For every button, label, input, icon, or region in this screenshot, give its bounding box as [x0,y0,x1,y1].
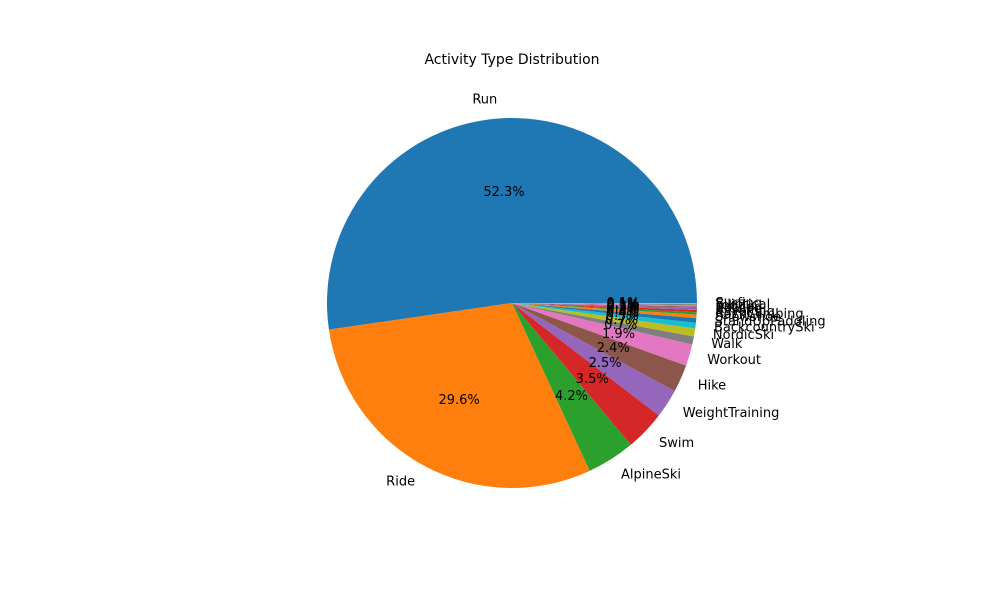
pie-slice-snowshoe [512,303,697,319]
slice-percent-label: 0.3% [606,304,639,319]
slice-label: Rowing [715,302,762,317]
pie-slice-workout [512,303,693,366]
pie-slice-kayaking [512,303,697,313]
pie-slice-run [327,118,697,330]
pie-slice-soccer [512,303,697,308]
slice-percent-label: 0.7% [605,313,638,328]
slice-percent-label: 0.1% [606,296,639,311]
slice-label: Elliptical [715,297,770,312]
pie-slice-walk [512,303,694,345]
pie-slice-backcountryski [512,303,696,329]
slice-label: Soccer [715,300,759,315]
slice-label: BackcountrySki [714,320,815,335]
pie-slice-elliptical [512,303,697,306]
pie-slice-standuppaddling [512,303,697,323]
pie-slice-ride [328,303,590,489]
slice-label: RockClimbing [715,307,803,322]
pie-slice-nordicski [512,303,696,337]
slice-percent-label: 0.4% [606,306,639,321]
slice-label: Workout [707,353,761,368]
pie-slice-surfing [512,303,697,305]
slice-percent-label: 52.3% [483,185,524,200]
slice-label: Swim [659,436,694,451]
pie-slice-rowing [512,303,697,310]
pie-slice-hike [512,303,687,392]
slice-percent-label: 0.1% [606,297,639,312]
pie-slice-swim [512,303,659,445]
slice-percent-label: 0.7% [604,318,637,333]
slice-percent-label: 2.4% [597,341,630,356]
slice-percent-label: 0.1% [606,298,639,313]
slice-label: Snowshoe [715,310,781,325]
slice-percent-label: 0.2% [606,302,639,317]
slice-label: Walk [711,337,743,352]
slice-label: WeightTraining [683,406,780,421]
slice-label: StandUpPaddling [715,315,826,330]
slice-label: Run [472,93,497,108]
chart-title: Activity Type Distribution [424,52,599,68]
pie-slice-rockclimbing [512,303,697,315]
slice-labels: Run Ride AlpineSki Swim WeightTraining Hike Wo… [386,93,825,490]
slice-percent-label: 0.2% [606,299,639,314]
slice-label: Ride [386,474,415,489]
slice-label: Kayaking [715,304,775,319]
slice-label: AlpineSki [621,467,681,482]
slice-label: Hike [698,379,726,394]
slice-percent-label: 4.2% [555,389,588,404]
pie-slices [327,118,697,489]
slice-percent-label: 0.5% [606,309,639,324]
slice-percent-label: 2.5% [589,356,622,371]
pie-slice-weighttraining [512,303,675,416]
slice-label: NordicSki [713,328,774,343]
pie-slice-alpineski [512,303,631,471]
slice-percent-label: 0.2% [606,300,639,315]
slice-percent-label: 3.5% [576,372,609,387]
slice-label: Surfing [715,296,762,311]
slice-percent-label: 29.6% [438,393,479,408]
percent-labels: 52.3%29.6% 4.2%3.5%2.5%2.4%1.9%0.7%0.7%0.… [438,185,639,408]
slice-percent-label: 1.9% [602,327,635,342]
pie-slice-yoga [512,303,697,307]
slice-percent-label: 0.1% [606,297,639,312]
slice-label: Yoga [714,299,745,314]
